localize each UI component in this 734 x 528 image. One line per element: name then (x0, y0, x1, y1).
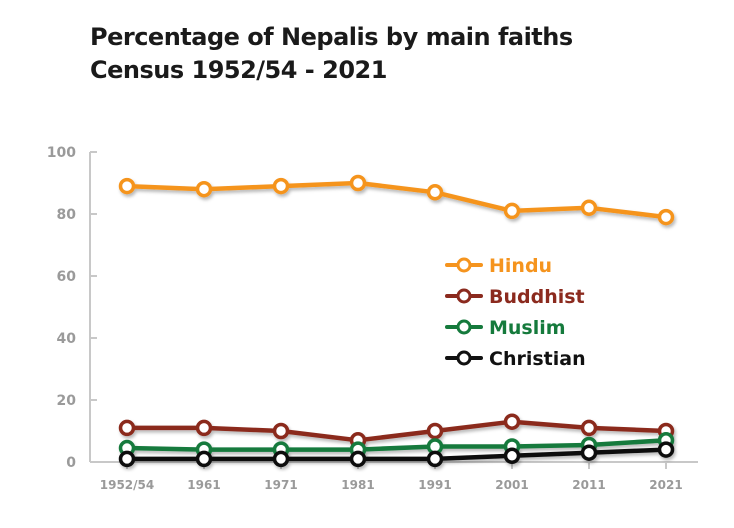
x-tick-label: 1991 (418, 478, 451, 492)
legend: Hindu Buddhist Muslim Christian (445, 255, 586, 370)
hindu-point (272, 177, 290, 195)
buddhist-point (118, 419, 136, 437)
legend-label-buddhist: Buddhist (489, 286, 585, 308)
legend-item-hindu: Hindu (445, 255, 552, 277)
muslim-line (124, 438, 669, 452)
christian-point (426, 450, 444, 468)
x-tick-label: 2021 (649, 478, 682, 492)
legend-swatch-marker (456, 288, 472, 304)
chart-subtitle: Census 1952/54 - 2021 (90, 56, 387, 84)
tick-labels: 0 20 40 60 80 100 1952/54 1961 1971 1981 1991 2001 2… (47, 145, 683, 492)
series-christian (118, 441, 675, 468)
x-tick-label: 2001 (495, 478, 528, 492)
legend-swatch-marker (456, 319, 472, 335)
hindu-point (118, 177, 136, 195)
christian-point (195, 450, 213, 468)
christian-point (580, 444, 598, 461)
x-tick-label: 1961 (187, 478, 220, 492)
christian-point (349, 450, 367, 468)
y-tick-label: 40 (57, 331, 77, 347)
y-tick-label: 60 (57, 269, 77, 285)
christian-point (503, 447, 521, 465)
y-tick-label: 20 (57, 393, 77, 409)
legend-label-hindu: Hindu (489, 255, 552, 277)
x-tick-label: 2011 (572, 478, 605, 492)
buddhist-point (195, 419, 213, 437)
hindu-point (657, 208, 675, 226)
y-tick-label: 80 (57, 207, 77, 223)
hindu-point (426, 184, 444, 201)
x-tick-label: 1971 (264, 478, 297, 492)
legend-swatch-marker (456, 350, 472, 366)
buddhist-point (503, 413, 521, 430)
hindu-point (349, 174, 367, 192)
buddhist-point (426, 422, 444, 440)
axes (89, 151, 698, 469)
christian-point (657, 441, 675, 458)
buddhist-line (124, 419, 669, 443)
y-tick-label: 100 (47, 145, 76, 161)
legend-label-muslim: Muslim (489, 317, 566, 339)
christian-point (272, 450, 290, 468)
hindu-point (195, 180, 213, 198)
x-tick-label: 1981 (341, 478, 374, 492)
hindu-point (580, 199, 598, 217)
hindu-point (503, 202, 521, 220)
legend-label-christian: Christian (489, 348, 586, 370)
x-tick-label: 1952/54 (100, 478, 154, 492)
buddhist-point (272, 422, 290, 440)
series-hindu (118, 174, 675, 226)
legend-item-muslim: Muslim (445, 317, 566, 339)
christian-point (118, 450, 136, 468)
buddhist-point (580, 419, 598, 437)
christian-line (124, 447, 669, 462)
y-tick-label: 0 (66, 455, 76, 471)
series-lines (118, 174, 675, 468)
legend-item-christian: Christian (445, 348, 586, 370)
legend-swatch-marker (456, 257, 472, 273)
chart-title: Percentage of Nepalis by main faiths (90, 23, 573, 51)
hindu-line (124, 180, 669, 220)
legend-item-buddhist: Buddhist (445, 286, 585, 308)
chart-title-block: Percentage of Nepalis by main faiths Cen… (90, 21, 573, 87)
